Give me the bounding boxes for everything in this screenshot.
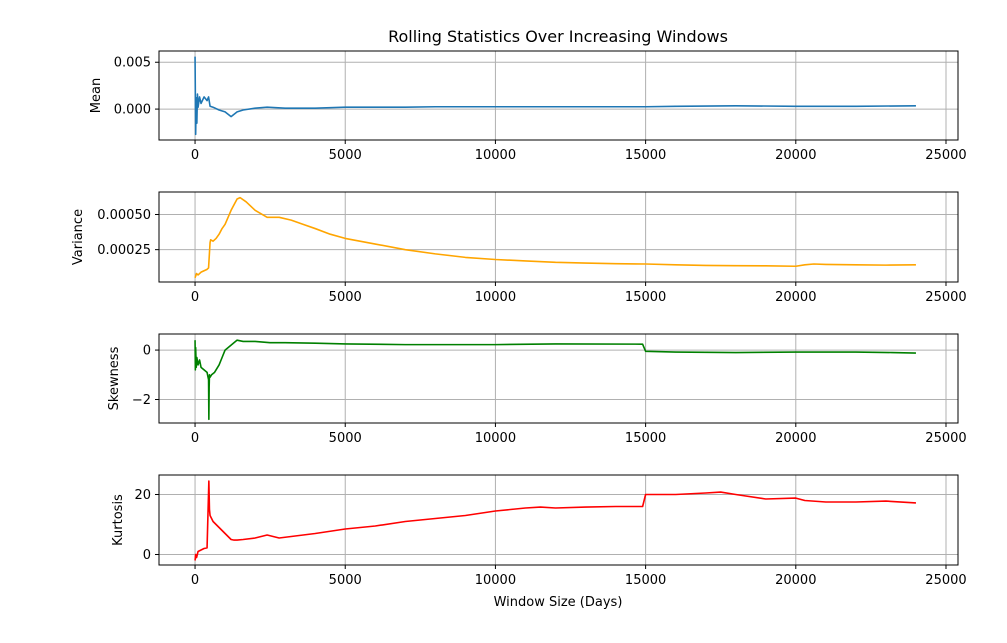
- plot-frame: [158, 50, 959, 141]
- y-tick-label: 0: [143, 344, 151, 359]
- series-line-variance: [194, 196, 916, 279]
- subplot-variance: 0 5000 10000 15000 20000 25000 0.00025 0.00050 V…: [71, 191, 967, 305]
- y-tick-label: 0: [143, 548, 151, 563]
- subplot-skewness: 0 5000 10000 15000 20000 25000 −2 0 Skewness: [107, 333, 967, 446]
- series-line-skewness: [194, 339, 916, 421]
- x-tick-label: 20000: [775, 290, 816, 305]
- x-tick-label: 25000: [925, 573, 966, 588]
- x-tick-label: 10000: [475, 148, 516, 163]
- x-tick-label: 0: [191, 431, 199, 446]
- x-tick-label: 20000: [775, 573, 816, 588]
- x-tick-label: 10000: [475, 290, 516, 305]
- subplot-kurtosis: 0 5000 10000 15000 20000 25000 0 20 Kurtosis: [111, 474, 967, 588]
- x-tick-label: 0: [191, 148, 199, 163]
- x-tick-label: 0: [191, 573, 199, 588]
- plot-frame: [158, 191, 959, 283]
- x-tick-label: 25000: [925, 431, 966, 446]
- x-tick-label: 5000: [329, 431, 362, 446]
- x-tick-label: 25000: [925, 290, 966, 305]
- x-tick-label: 10000: [475, 431, 516, 446]
- x-tick-label: 15000: [625, 431, 666, 446]
- y-tick-label: 0.00050: [97, 208, 151, 223]
- x-tick-label: 10000: [475, 573, 516, 588]
- chart-title: Rolling Statistics Over Increasing Windo…: [388, 27, 728, 46]
- x-axis-label: Window Size (Days): [494, 595, 623, 610]
- subplots: 0 5000 10000 15000 20000 250000.0000.005Mean0…: [71, 50, 967, 588]
- y-tick-label: 0.005: [114, 56, 151, 71]
- y-axis-label-mean: Mean: [89, 78, 104, 113]
- x-tick-label: 20000: [775, 148, 816, 163]
- y-axis-label-kurtosis: Kurtosis: [111, 494, 126, 546]
- y-tick-label: 20: [134, 488, 151, 503]
- x-tick-label: 25000: [925, 148, 966, 163]
- x-tick-label: 5000: [329, 573, 362, 588]
- y-axis-label-skewness: Skewness: [107, 346, 122, 410]
- x-tick-label: 5000: [329, 290, 362, 305]
- y-tick-label: −2: [132, 393, 151, 408]
- plot-frame: [158, 474, 959, 566]
- x-tick-label: 0: [191, 290, 199, 305]
- subplot-mean: 0 5000 10000 15000 20000 25000 0.000 0.005 Mean: [89, 50, 967, 163]
- y-tick-label: 0.00025: [97, 243, 151, 258]
- x-tick-label: 15000: [625, 290, 666, 305]
- x-tick-label: 15000: [625, 148, 666, 163]
- x-tick-label: 20000: [775, 431, 816, 446]
- x-tick-label: 5000: [329, 148, 362, 163]
- plot-frame: [158, 333, 959, 424]
- series-line-kurtosis: [194, 480, 916, 561]
- x-tick-label: 15000: [625, 573, 666, 588]
- y-tick-label: 0.000: [114, 103, 151, 118]
- series-line-mean: [194, 56, 916, 136]
- y-axis-label-variance: Variance: [71, 209, 86, 265]
